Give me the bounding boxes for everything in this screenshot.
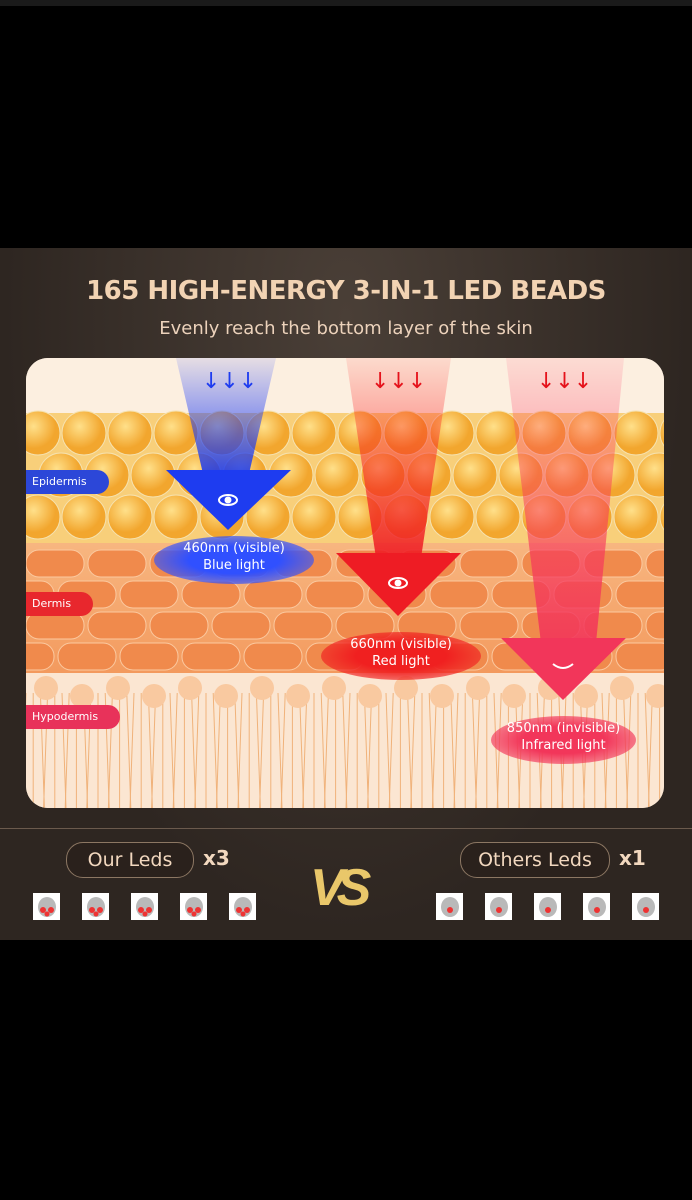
layer-label-epidermis: Epidermis: [26, 470, 109, 494]
led-chip-icon: [180, 893, 207, 920]
led-chip-icon: [534, 893, 561, 920]
led-chip-icon: [131, 893, 158, 920]
led-chip-icon: [632, 893, 659, 920]
blue-arrows-icon: ↓↓↓: [202, 369, 257, 394]
others-leds-multiplier: x1: [619, 846, 646, 870]
others-leds-label: Others Leds: [460, 842, 610, 878]
svg-text:↓↓↓: ↓↓↓: [537, 369, 592, 394]
subheadline: Evenly reach the bottom layer of the ski…: [159, 318, 533, 339]
wavelength: 660nm (visible): [350, 637, 452, 652]
light-name: Red light: [372, 654, 430, 669]
svg-text:↓↓↓: ↓↓↓: [371, 369, 426, 394]
led-chip-icon: [82, 893, 109, 920]
red-light-label: 660nm (visible) Red light: [321, 632, 481, 680]
led-chip-icon: [436, 893, 463, 920]
status-bar: [0, 0, 692, 6]
layer-label-hypodermis: Hypodermis: [26, 705, 121, 729]
light-name: Blue light: [203, 558, 265, 573]
wavelength: 850nm (invisible): [506, 721, 621, 736]
vs-logo: VS: [310, 859, 371, 917]
headline: 165 HIGH-ENERGY 3-IN-1 LED BEADS: [86, 276, 606, 306]
product-infographic: 165 HIGH-ENERGY 3-IN-1 LED BEADS Evenly …: [0, 248, 692, 940]
infrared-light-label: 850nm (invisible) Infrared light: [491, 716, 636, 764]
led-chip-icon: [229, 893, 256, 920]
layer-label-dermis: Dermis: [26, 592, 94, 616]
light-name: Infrared light: [521, 738, 606, 753]
our-leds-multiplier: x3: [203, 846, 230, 870]
our-led-chips: [33, 893, 256, 920]
wavelength: 460nm (visible): [183, 541, 285, 556]
led-chip-icon: [33, 893, 60, 920]
others-led-chips: [436, 893, 659, 920]
skin-diagram: ↓↓↓ ↓↓↓ ↓↓↓ Epidermis Dermis Hypodermis 4…: [26, 358, 664, 808]
our-leds-label: Our Leds: [66, 842, 194, 878]
blue-light-label: 460nm (visible) Blue light: [154, 536, 314, 584]
led-chip-icon: [485, 893, 512, 920]
led-chip-icon: [583, 893, 610, 920]
svg-text:↓↓↓: ↓↓↓: [202, 369, 257, 394]
divider: [0, 828, 692, 829]
